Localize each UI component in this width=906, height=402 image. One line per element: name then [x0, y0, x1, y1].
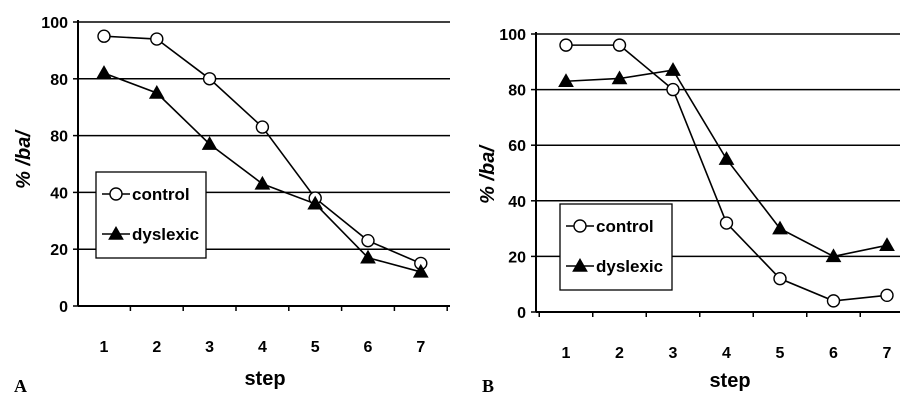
- x-tick-label: 5: [776, 345, 785, 362]
- legend-label: control: [596, 217, 654, 236]
- data-point: [612, 38, 627, 52]
- axes-a: [73, 20, 450, 311]
- data-point: [666, 82, 680, 97]
- x-tick-labels-a: 1 2 3 4 5 6 7: [100, 339, 426, 356]
- legend-symbol-dyslexic: [102, 225, 130, 240]
- legend-symbol-dyslexic: [566, 257, 594, 272]
- legend-marker: [572, 257, 588, 272]
- data-point: [361, 233, 375, 248]
- series-control: [97, 29, 428, 271]
- data-point: [97, 29, 111, 43]
- y-tick-label: 60: [508, 138, 526, 155]
- x-tick-label: 3: [669, 345, 678, 362]
- x-tick-label: 3: [205, 339, 214, 356]
- legend-box: [559, 203, 673, 291]
- series-layer-b: [558, 38, 895, 308]
- legend-symbol-control: [566, 219, 594, 233]
- data-point: [254, 175, 271, 190]
- legend-marker: [573, 219, 587, 233]
- x-tick-label: 5: [311, 339, 320, 356]
- y-tick-labels-b: 0 20 40 60 80 100: [499, 27, 526, 322]
- y-tick-labels-a: 0 20 40 80 80 100: [41, 15, 68, 316]
- legend-box: [95, 171, 207, 259]
- series-control: [559, 38, 894, 308]
- legend-item-dyslexic: dyslexic: [102, 225, 199, 244]
- data-point: [879, 237, 895, 252]
- x-tick-label: 7: [416, 339, 425, 356]
- x-tick-label: 6: [364, 339, 373, 356]
- data-point: [826, 294, 841, 308]
- data-point: [412, 263, 429, 278]
- y-tick-label: 0: [59, 299, 68, 316]
- series-dyslexic: [96, 65, 429, 278]
- data-point: [772, 220, 788, 235]
- x-tick-label: 4: [258, 339, 267, 356]
- legend-a: control dyslexic: [95, 171, 207, 259]
- legend-marker: [108, 225, 124, 240]
- x-tick-label: 2: [152, 339, 161, 356]
- data-point: [255, 120, 270, 134]
- data-point: [880, 288, 894, 303]
- data-point: [202, 72, 217, 86]
- x-tick-label: 6: [829, 345, 838, 362]
- x-axis-title-b: step: [709, 370, 750, 392]
- y-tick-label: 0: [517, 305, 526, 322]
- y-axis-title-a: % /ba/: [13, 129, 35, 189]
- legend-symbol-control: [102, 187, 130, 201]
- x-tick-labels-b: 1 2 3 4 5 6 7: [562, 345, 892, 362]
- data-point: [148, 84, 165, 99]
- data-point: [665, 62, 681, 76]
- x-tick-label: 7: [883, 345, 892, 362]
- data-point: [773, 271, 787, 286]
- legend-label: dyslexic: [596, 257, 663, 276]
- y-tick-label: 80: [50, 129, 68, 146]
- legend-label: dyslexic: [132, 225, 199, 244]
- chart-panel-b: 0 20 40 60 80 100 1 2 3 4 5 6 7 step % /…: [477, 27, 900, 396]
- axes-b: [531, 32, 900, 317]
- data-point: [201, 136, 218, 150]
- data-point: [307, 195, 324, 210]
- chart-panel-a: 0 20 40 80 80 100 1 2 3 4 5 6 7 step % /…: [13, 15, 450, 396]
- y-tick-label: 100: [41, 15, 68, 32]
- y-tick-label: 40: [508, 194, 526, 211]
- x-tick-label: 1: [562, 345, 571, 362]
- x-tick-label: 2: [615, 345, 624, 362]
- data-point: [718, 151, 735, 165]
- y-tick-label: 80: [50, 72, 68, 89]
- legend-label: control: [132, 185, 190, 204]
- data-point: [611, 70, 628, 85]
- legend-marker: [109, 187, 123, 201]
- data-point: [360, 249, 376, 264]
- y-tick-label: 40: [50, 185, 68, 202]
- y-tick-label: 20: [508, 249, 526, 266]
- y-tick-label: 80: [508, 83, 526, 100]
- data-point: [559, 38, 573, 52]
- panel-label-a: A: [14, 376, 27, 396]
- x-tick-label: 1: [100, 339, 109, 356]
- data-point: [825, 248, 842, 263]
- y-tick-label: 20: [50, 242, 68, 259]
- data-point: [150, 32, 164, 46]
- data-point: [96, 65, 112, 79]
- series-layer-a: [96, 29, 429, 278]
- panel-label-b: B: [482, 376, 494, 396]
- legend-item-control: control: [102, 185, 190, 204]
- legend-item-control: control: [566, 217, 654, 236]
- legend-item-dyslexic: dyslexic: [566, 257, 663, 276]
- series-dyslexic: [558, 62, 895, 263]
- y-tick-label: 100: [499, 27, 526, 44]
- data-point: [719, 216, 734, 230]
- legend-b: control dyslexic: [559, 203, 673, 291]
- x-axis-title-a: step: [244, 368, 285, 390]
- x-tick-label: 4: [722, 345, 731, 362]
- data-point: [558, 73, 574, 88]
- y-axis-title-b: % /ba/: [477, 144, 499, 204]
